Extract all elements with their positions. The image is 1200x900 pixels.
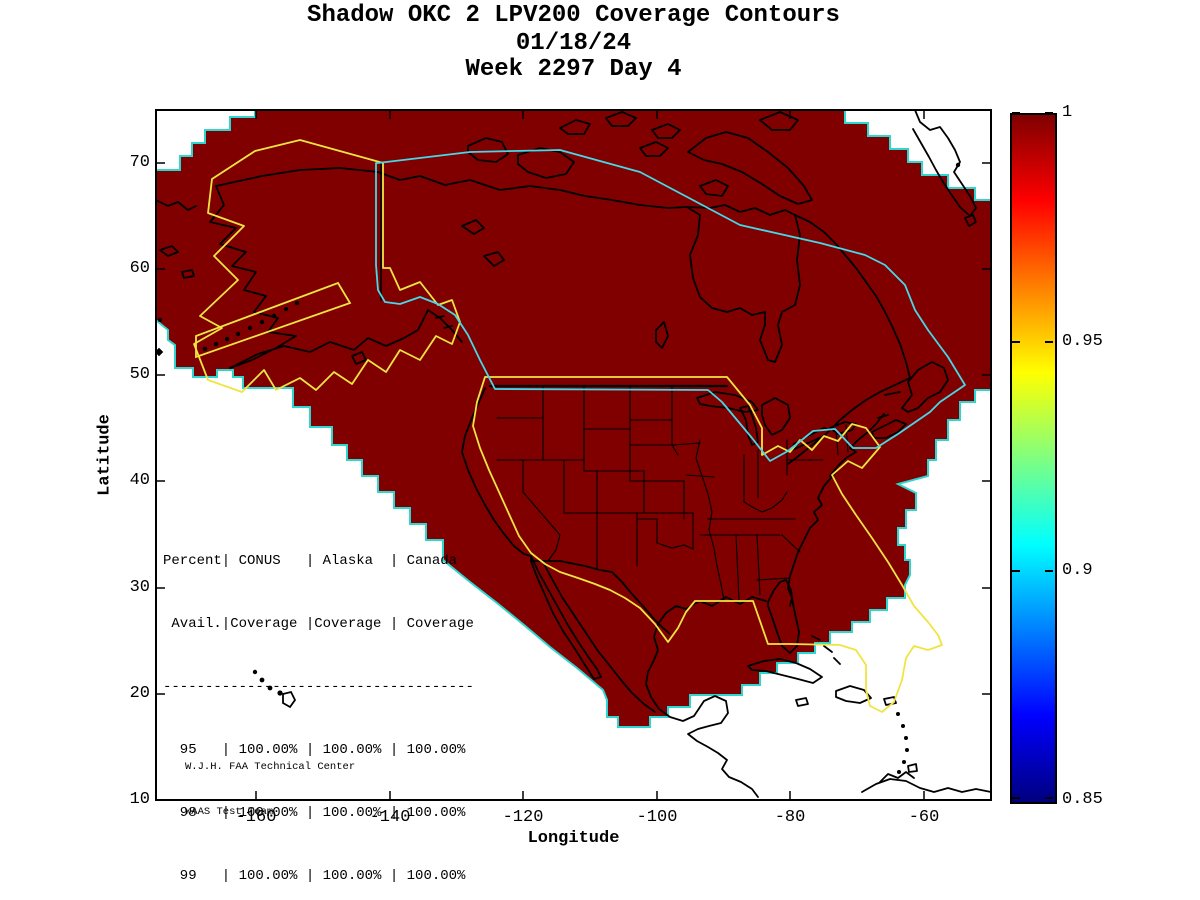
canada-contour (375, 149, 966, 462)
table-row: 98 | 100.00% | 100.00% | 100.00% (163, 805, 466, 821)
colorbar-tick (1012, 797, 1020, 799)
credit-line: W.J.H. FAA Technical Center (185, 761, 356, 773)
colorbar-tick-label: 1 (1062, 103, 1073, 122)
table-separator: ------------------------------------- (163, 679, 474, 695)
x-tick-label: -60 (908, 808, 940, 827)
credit-line: WAAS Test Team (185, 806, 274, 818)
table-header-row: Percent| CONUS | Alaska | Canada (163, 553, 458, 569)
conus-contour (472, 376, 943, 713)
coverage-table: Percent| CONUS | Alaska | Canada Avail.|… (163, 509, 474, 900)
colorbar-tick (1012, 112, 1020, 114)
x-axis-title: Longitude (527, 829, 620, 848)
coverage-region-fill (156, 110, 991, 728)
x-tick-label: -140 (369, 808, 411, 827)
colorbar (1010, 113, 1057, 804)
y-tick-label: 30 (129, 578, 150, 597)
x-tick-label: -80 (774, 808, 806, 827)
table-row: 95 | 100.00% | 100.00% | 100.00% (163, 742, 466, 758)
colorbar-tick (1012, 570, 1020, 572)
axis-ticks (156, 110, 991, 800)
y-tick-label: 60 (129, 259, 150, 278)
x-tick-label: -100 (636, 808, 678, 827)
plot-border (155, 109, 992, 801)
colorbar-tick-label: 0.85 (1062, 790, 1103, 809)
colorbar-tick (1045, 797, 1053, 799)
colorbar-tick (1045, 570, 1053, 572)
x-tick-label: -160 (235, 808, 277, 827)
y-tick-label: 40 (129, 471, 150, 490)
y-tick-label: 50 (129, 365, 150, 384)
hawaii-island-outline (282, 690, 297, 709)
x-tick-label: -120 (502, 808, 544, 827)
colorbar-tick (1045, 341, 1053, 343)
table-header-row: Avail.|Coverage |Coverage | Coverage (163, 616, 474, 632)
colorbar-tick-label: 0.95 (1062, 332, 1103, 351)
y-tick-label: 20 (129, 684, 150, 703)
y-tick-label: 70 (129, 153, 150, 172)
aleutian-contour (195, 281, 352, 359)
credit-annotation: W.J.H. FAA Technical Center WAAS Test Te… (185, 730, 355, 850)
colorbar-tick (1045, 112, 1053, 114)
alaska-contour (193, 139, 461, 393)
colorbar-tick-label: 0.9 (1062, 561, 1093, 580)
table-row: 99 | 100.00% | 100.00% | 100.00% (163, 868, 466, 884)
coastline-paths (156, 110, 991, 798)
chart-subtitle-week: Week 2297 Day 4 (465, 56, 682, 83)
chart-title: Shadow OKC 2 LPV200 Coverage Contours (307, 2, 840, 29)
state-borders (380, 162, 849, 601)
y-tick-label: 10 (129, 790, 150, 809)
chart-subtitle-date: 01/18/24 (515, 30, 632, 57)
colorbar-tick (1012, 341, 1020, 343)
